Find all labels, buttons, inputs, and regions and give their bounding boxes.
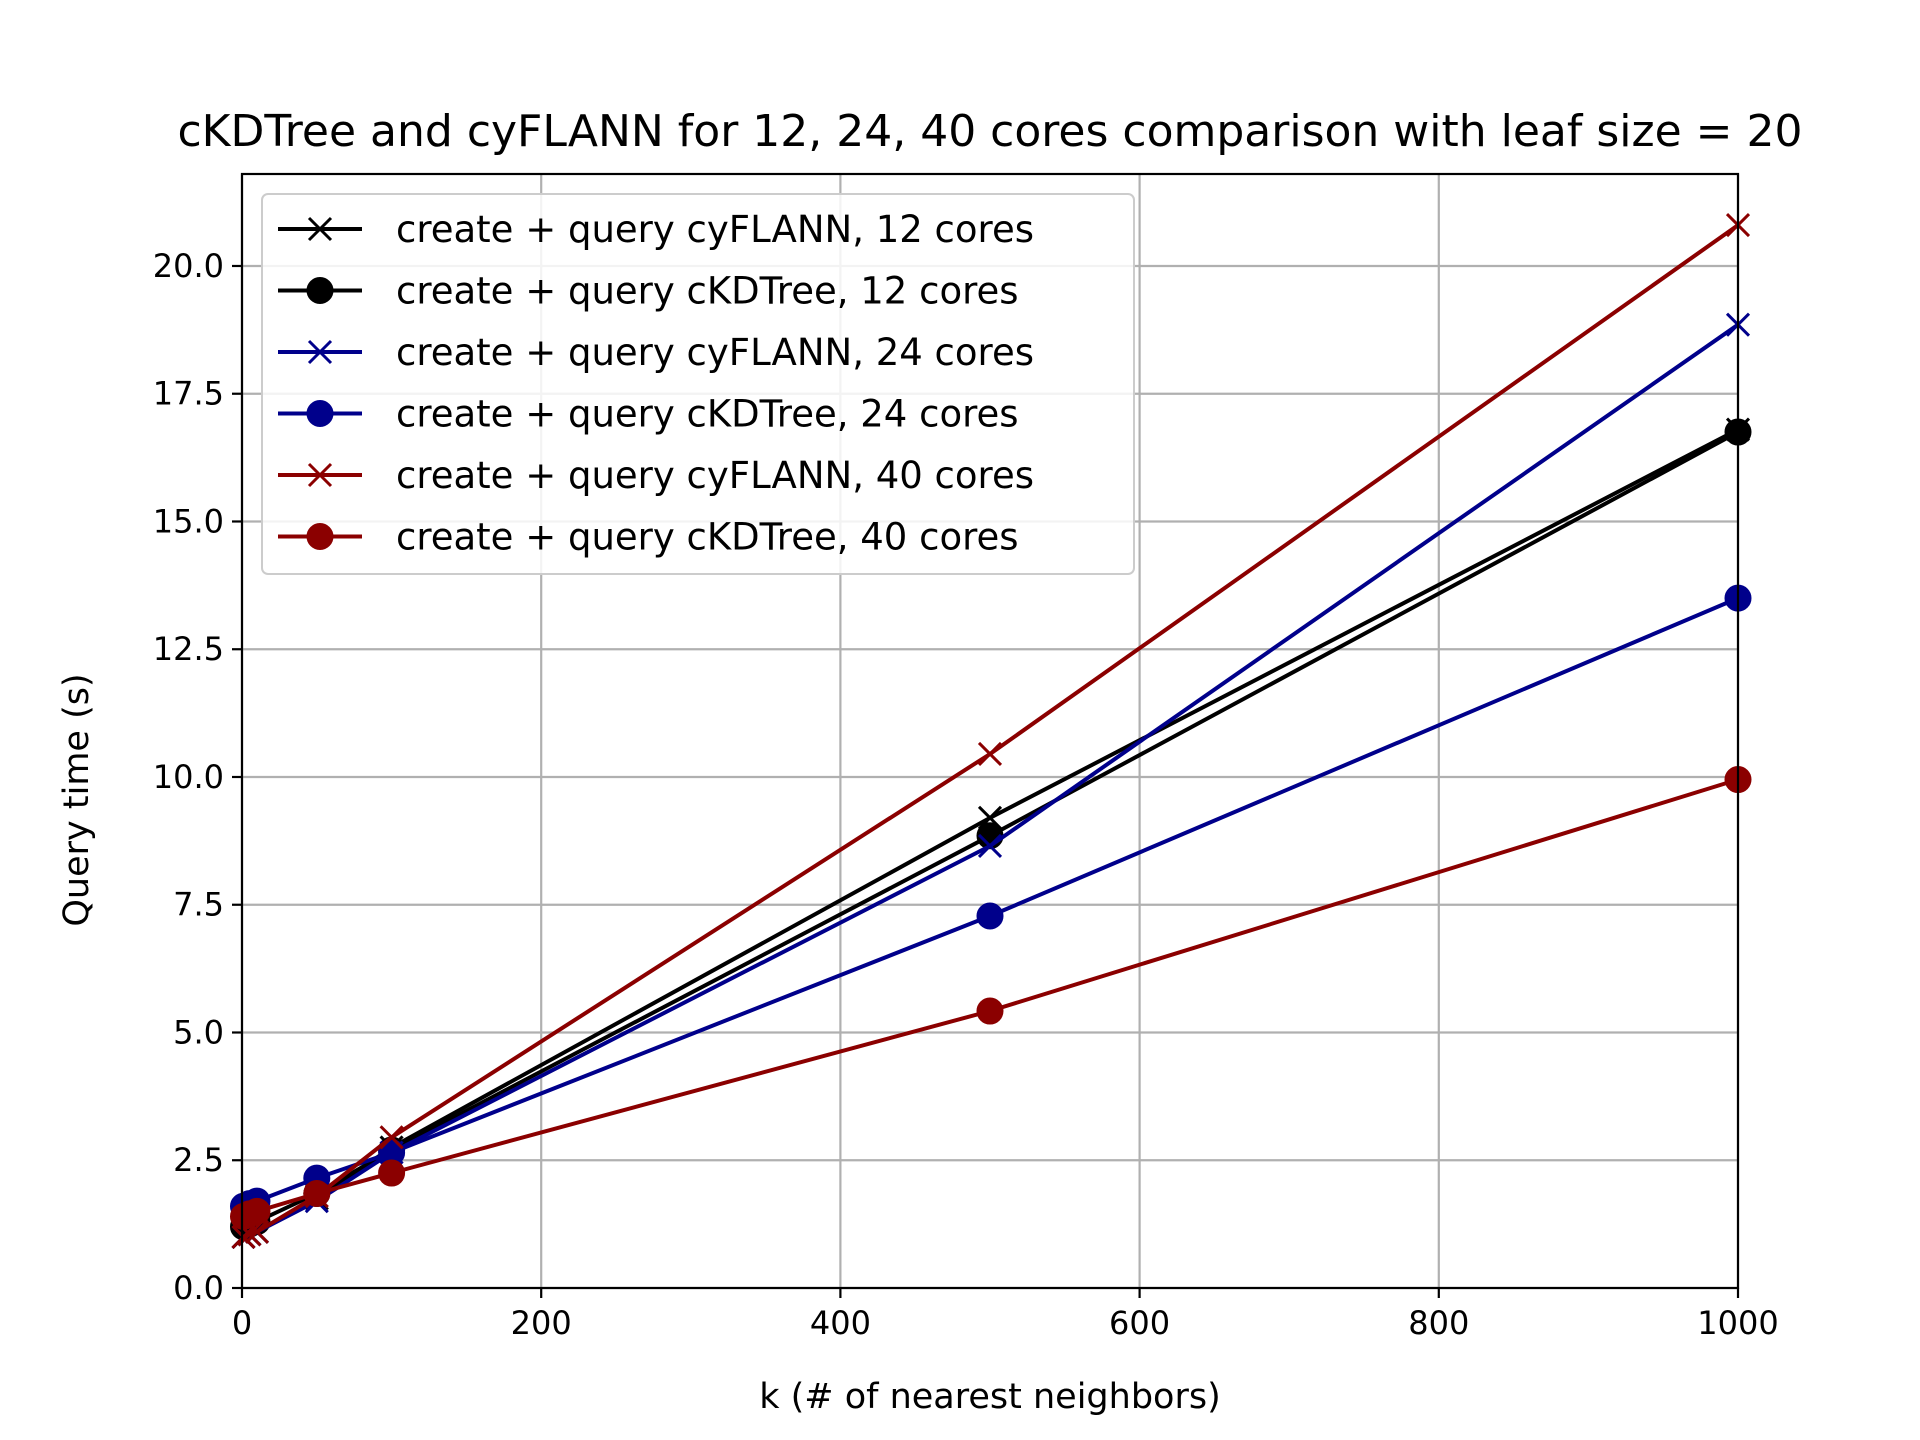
x-tick-label: 200 bbox=[511, 1304, 572, 1342]
legend-entry: create + query cyFLANN, 40 cores bbox=[278, 454, 1034, 497]
legend-marker bbox=[307, 462, 333, 488]
data-point bbox=[976, 902, 1004, 930]
data-point bbox=[379, 1125, 404, 1150]
legend: create + query cyFLANN, 12 cores create +… bbox=[261, 193, 1135, 575]
y-tick-label: 12.5 bbox=[153, 630, 224, 668]
data-point bbox=[976, 997, 1004, 1025]
y-tick-label: 7.5 bbox=[173, 886, 224, 924]
legend-entry: create + query cyFLANN, 24 cores bbox=[278, 331, 1034, 374]
legend-entry: create + query cyFLANN, 12 cores bbox=[278, 208, 1034, 251]
x-tick-label: 800 bbox=[1408, 1304, 1469, 1342]
x-axis-label: k (# of nearest neighbors) bbox=[759, 1377, 1221, 1417]
x-tick-label: 0 bbox=[232, 1304, 252, 1342]
data-point bbox=[303, 1179, 331, 1207]
plot-area-frame bbox=[240, 172, 1740, 1290]
y-tick-label: 15.0 bbox=[153, 502, 224, 540]
legend-entry: create + query cKDTree, 12 cores bbox=[278, 270, 1019, 313]
legend-marker bbox=[307, 339, 333, 365]
legend-entry: create + query cKDTree, 24 cores bbox=[278, 393, 1019, 436]
legend-label: create + query cyFLANN, 12 cores bbox=[396, 208, 1034, 251]
y-tick-label: 2.5 bbox=[173, 1141, 224, 1179]
legend-marker bbox=[306, 400, 334, 427]
y-tick-label: 10.0 bbox=[153, 758, 224, 796]
x-tick-label: 1000 bbox=[1697, 1304, 1778, 1342]
data-point bbox=[231, 1224, 256, 1249]
y-tick-label: 20.0 bbox=[153, 247, 224, 285]
y-axis-label: Query time (s) bbox=[57, 673, 97, 926]
legend-label: create + query cKDTree, 12 cores bbox=[396, 270, 1019, 313]
legend-label: create + query cKDTree, 40 cores bbox=[396, 516, 1019, 559]
legend-marker bbox=[307, 216, 333, 242]
chart-title: cKDTree and cyFLANN for 12, 24, 40 cores… bbox=[177, 106, 1802, 157]
y-axis-ticks: 0.0 2.5 5.0 7.5 10.0 12.5 15.0 17.5 20.0 bbox=[153, 247, 242, 1307]
y-tick-label: 5.0 bbox=[173, 1013, 224, 1051]
legend-marker bbox=[306, 277, 334, 304]
data-point bbox=[977, 833, 1003, 859]
legend-box bbox=[261, 193, 1135, 575]
y-tick-label: 0.0 bbox=[173, 1269, 224, 1307]
series-layer bbox=[229, 213, 1752, 1249]
data-point bbox=[243, 1197, 271, 1225]
data-point bbox=[977, 741, 1003, 767]
x-axis-ticks: 0 200 400 600 800 1000 bbox=[232, 1288, 1779, 1342]
data-point bbox=[378, 1159, 406, 1187]
x-tick-label: 400 bbox=[810, 1304, 871, 1342]
legend-label: create + query cyFLANN, 40 cores bbox=[396, 454, 1034, 497]
legend-label: create + query cyFLANN, 24 cores bbox=[396, 331, 1034, 374]
legend-entry: create + query cKDTree, 40 cores bbox=[278, 516, 1019, 559]
y-tick-label: 17.5 bbox=[153, 375, 224, 413]
x-tick-label: 600 bbox=[1109, 1304, 1170, 1342]
legend-marker bbox=[306, 523, 334, 550]
legend-label: create + query cKDTree, 24 cores bbox=[396, 393, 1019, 436]
